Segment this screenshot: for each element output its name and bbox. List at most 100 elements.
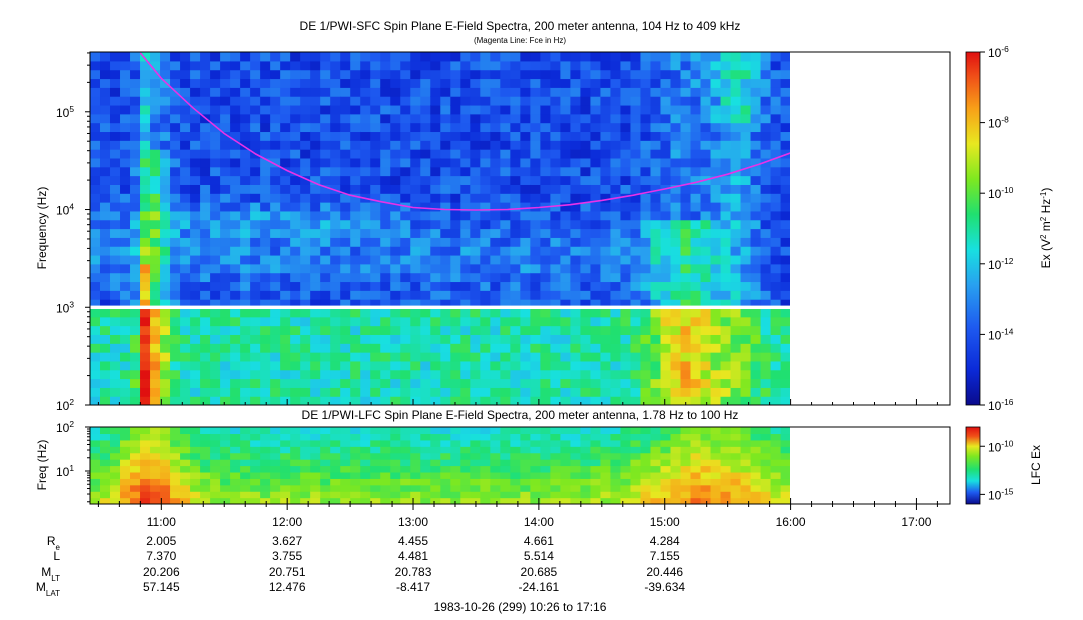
lfc-spectrogram-cell [260,446,271,454]
sfc-spectrogram-cell [230,263,241,274]
sfc-spectrogram-cell [200,131,211,141]
sfc-spectrogram-cell [530,378,541,388]
lfc-spectrogram-cell [340,439,351,447]
sfc-spectrogram-cell [110,122,121,133]
sfc-spectrogram-cell [630,175,642,185]
sfc-spectrogram-cell [260,193,271,203]
lfc-spectrogram-cell [730,427,742,435]
lfc-spectrogram-cell [470,465,481,473]
sfc-spectrogram-cell [700,360,712,371]
sfc-spectrogram-cell [230,219,241,230]
sfc-spectrogram-cell [200,78,211,88]
sfc-spectrogram-cell [290,140,301,150]
sfc-spectrogram-cell [710,104,722,115]
lfc-spectrogram-cell [510,427,521,435]
sfc-spectrogram-cell [190,237,201,247]
lfc-spectrogram-cell [130,478,141,486]
sfc-spectrogram-cell [710,378,722,388]
sfc-spectrogram-cell [720,263,732,274]
sfc-spectrogram-cell [570,184,582,194]
sfc-spectrogram-cell [220,60,231,71]
lfc-spectrogram-cell [460,433,471,441]
lfc-spectrogram-cell [340,459,351,467]
sfc-spectrogram-cell [230,316,241,327]
sfc-spectrogram-cell [440,78,451,88]
sfc-spectrogram-cell [600,157,612,168]
lfc-spectrogram-cell [720,484,732,492]
sfc-spectrogram-cell [520,263,531,274]
sfc-spectrogram-cell [480,122,491,133]
sfc-spectrogram-cell [610,299,622,309]
sfc-spectrogram-cell [100,210,111,221]
lfc-spectrogram-cell [100,433,111,441]
sfc-spectrogram-cell [400,157,411,168]
lfc-spectrogram-cell [700,471,712,479]
sfc-spectrogram-cell [510,334,521,344]
lfc-spectrogram-cell [130,427,141,435]
sfc-spectrogram-cell [150,378,161,388]
sfc-spectrogram-cell [660,334,672,344]
sfc-spectrogram-cell [290,166,301,177]
lfc-spectrogram-cell [270,491,281,499]
sfc-spectrogram-cell [360,299,371,309]
sfc-spectrogram-cell [700,228,712,238]
sfc-spectrogram-cell [370,325,381,335]
sfc-spectrogram-cell [150,272,161,283]
sfc-spectrogram-cell [360,210,371,221]
lfc-spectrogram-cell [470,446,481,454]
sfc-spectrogram-cell [660,131,672,141]
lfc-spectrogram-cell [400,459,411,467]
sfc-spectrogram-cell [240,369,251,380]
sfc-spectrogram-cell [230,334,241,344]
sfc-spectrogram-cell [210,369,221,380]
lfc-spectrogram-cell [600,471,612,479]
sfc-spectrogram-cell [640,193,652,203]
lfc-spectrogram-cell [190,491,201,499]
lfc-spectrogram-cell [780,439,790,447]
lfc-spectrogram-cell [90,439,101,447]
sfc-spectrogram-cell [600,369,612,380]
sfc-spectrogram-cell [250,175,261,185]
lfc-spectrogram-cell [540,471,551,479]
sfc-spectrogram-cell [90,272,101,283]
sfc-spectrogram-cell [670,202,682,212]
sfc-spectrogram-cell [190,360,201,371]
lfc-spectrogram-cell [490,433,501,441]
lfc-spectrogram-cell [450,439,461,447]
sfc-spectrogram-cell [210,263,221,274]
sfc-spectrogram-cell [410,316,421,327]
sfc-spectrogram-cell [370,334,381,344]
sfc-spectrogram-cell [140,96,151,106]
sfc-spectrogram-cell [280,122,291,133]
sfc-spectrogram-cell [670,157,682,168]
sfc-spectrogram-cell [300,96,311,106]
sfc-spectrogram-cell [370,166,381,177]
sfc-spectrogram-cell [630,281,642,291]
sfc-spectrogram-cell [290,263,301,274]
sfc-spectrogram-cell [150,60,161,71]
sfc-spectrogram-cell [460,237,471,247]
sfc-spectrogram-cell [400,237,411,247]
sfc-spectrogram-cell [170,360,181,371]
sfc-spectrogram-cell [310,52,321,62]
lfc-spectrogram-cell [710,465,722,473]
sfc-spectrogram-cell [380,316,391,327]
lfc-spectrogram-cell [770,465,782,473]
lfc-spectrogram-cell [700,446,712,454]
sfc-spectrogram-cell [140,263,151,274]
sfc-spectrogram-cell [760,122,772,133]
sfc-spectrogram-cell [670,299,682,309]
sfc-spectrogram-cell [270,334,281,344]
sfc-spectrogram-cell [310,237,321,247]
sfc-y-label: Frequency (Hz) [35,187,49,270]
sfc-spectrogram-cell [680,316,692,327]
sfc-spectrogram-cell [610,228,622,238]
sfc-spectrogram-cell [180,263,191,274]
sfc-spectrogram-cell [340,246,351,256]
sfc-spectrogram-cell [400,290,411,300]
sfc-spectrogram-cell [750,69,762,80]
lfc-spectrogram-cell [140,452,151,460]
sfc-spectrogram-cell [450,387,461,397]
sfc-spectrogram-cell [150,122,161,133]
lfc-spectrogram-cell [780,446,790,454]
